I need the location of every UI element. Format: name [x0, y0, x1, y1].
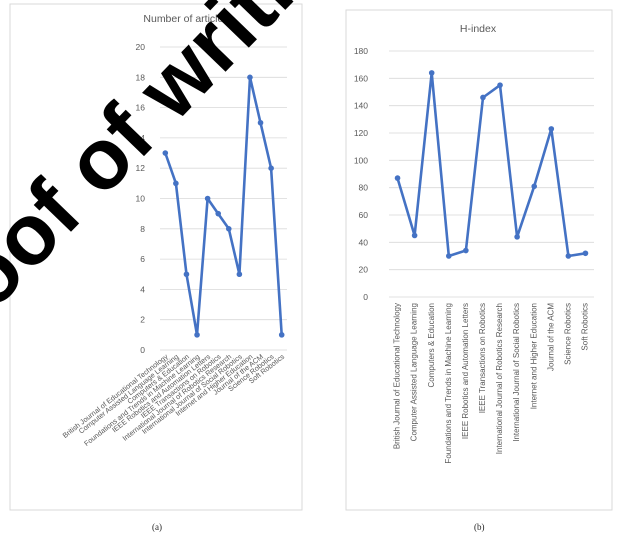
data-point [173, 180, 179, 187]
chart-frame [9, 3, 303, 511]
y-tick-label: 18 [136, 72, 146, 82]
data-point [411, 232, 418, 239]
x-tick-label: International Journal of Robotics Resear… [495, 303, 504, 454]
chart-b: 0 20 40 60 80 100 120 140 160 180 H-index British J… [345, 9, 613, 511]
y-tick-label: 100 [354, 155, 368, 165]
x-tick-label: Internet and Higher Education [529, 303, 538, 409]
y-tick-label: 160 [354, 73, 368, 83]
series-line [396, 71, 586, 258]
data-point [162, 150, 169, 156]
data-point [225, 226, 232, 232]
data-point [497, 82, 503, 88]
y-tick-label: 20 [136, 42, 146, 52]
data-point [236, 271, 243, 278]
data-point [394, 175, 401, 181]
x-tick-label: Computer Assisted Language Learning [410, 303, 419, 441]
data-point [215, 210, 222, 217]
panel-label-a: (a) [152, 522, 162, 532]
y-tick-label: 6 [140, 254, 145, 264]
y-tick-label: 20 [359, 265, 369, 275]
y-tick-label: 180 [354, 46, 368, 56]
panel-label-b: (b) [474, 522, 485, 532]
x-tick-label: International Journal of Social Robotics [512, 303, 521, 442]
y-tick-label: 60 [359, 210, 369, 220]
y-tick-label: 4 [140, 284, 145, 294]
y-tick-label: 140 [354, 101, 368, 111]
data-point [204, 195, 211, 202]
y-tick-label: 2 [140, 315, 145, 325]
data-point [463, 247, 469, 254]
x-tick-label: Foundations and Trends in Machine Learni… [444, 303, 453, 464]
y-tick-label: 120 [354, 128, 368, 138]
y-tick-label: 40 [359, 237, 369, 247]
y-tick-label: 12 [136, 163, 146, 173]
x-tick-label: Journal of the ACM [546, 303, 555, 371]
y-tick-label: 0 [363, 292, 368, 302]
x-tick-label: IEEE Transactions on Robotics [478, 303, 487, 413]
data-point [428, 70, 435, 76]
data-point [548, 126, 555, 132]
chart-frame [345, 9, 613, 511]
data-point [194, 332, 200, 338]
y-tick-label: 0 [140, 345, 145, 355]
x-tick-label: British Journal of Educational Technolog… [393, 303, 402, 449]
x-tick-label: Science Robotics [563, 303, 572, 365]
data-point [514, 234, 520, 240]
y-tick-label: 80 [359, 183, 369, 193]
y-tick-label: 8 [140, 224, 145, 234]
data-point [582, 250, 589, 257]
data-point [480, 94, 486, 101]
data-point [445, 253, 452, 259]
data-point [268, 165, 274, 171]
data-point [278, 332, 285, 338]
data-point [257, 119, 264, 126]
x-tick-label: Soft Robotics [581, 303, 590, 351]
data-point [183, 271, 190, 278]
y-tick-label: 14 [136, 133, 146, 143]
x-tick-label: Computers & Education [427, 303, 436, 388]
data-point [565, 253, 572, 259]
series-line [164, 76, 283, 337]
chart-title: Number of articles [143, 13, 228, 25]
y-tick-label: 16 [136, 103, 146, 113]
x-tick-label: IEEE Robotics and Automation Letters [461, 303, 470, 439]
chart-title: H-index [460, 23, 497, 35]
data-point [247, 74, 253, 81]
data-point [531, 183, 538, 190]
y-tick-label: 10 [136, 194, 146, 204]
